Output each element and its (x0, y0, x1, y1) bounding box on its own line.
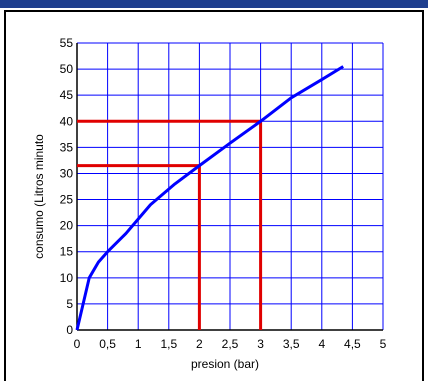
x-tick-label: 4,5 (344, 337, 361, 351)
y-tick-label: 35 (60, 140, 74, 154)
y-tick-label: 10 (60, 271, 74, 285)
y-tick-label: 40 (60, 114, 74, 128)
x-axis-label: presion (bar) (191, 357, 259, 371)
y-tick-label: 5 (66, 297, 73, 311)
y-tick-label: 30 (60, 166, 74, 180)
y-tick-label: 55 (60, 36, 74, 50)
x-tick-label: 1 (135, 337, 142, 351)
top-border (0, 0, 428, 8)
y-tick-label: 0 (66, 323, 73, 337)
x-tick-label: 3 (257, 337, 264, 351)
x-tick-label: 5 (380, 337, 387, 351)
y-axis-label: consumo (Litros minuto (32, 134, 46, 259)
chart-panel (4, 10, 424, 381)
x-tick-label: 2,5 (222, 337, 239, 351)
x-tick-label: 0,5 (99, 337, 116, 351)
y-tick-label: 45 (60, 88, 74, 102)
x-tick-label: 4 (318, 337, 325, 351)
x-tick-label: 2 (196, 337, 203, 351)
x-tick-label: 0 (74, 337, 81, 351)
x-tick-label: 1,5 (160, 337, 177, 351)
y-tick-label: 20 (60, 219, 74, 233)
series-line-1 (75, 65, 345, 331)
y-tick-label: 15 (60, 245, 74, 259)
x-tick-label: 3,5 (283, 337, 300, 351)
y-tick-label: 50 (60, 62, 74, 76)
y-tick-label: 25 (60, 193, 74, 207)
